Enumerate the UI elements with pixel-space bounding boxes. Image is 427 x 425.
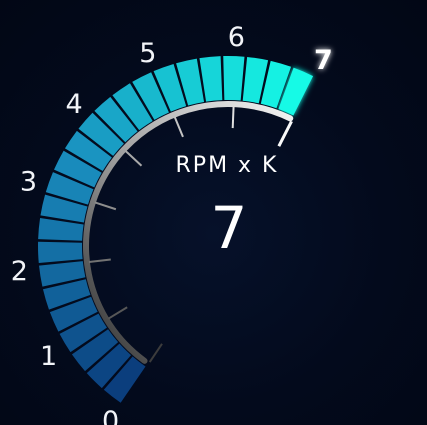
scale-labels: 0 1 2 3 4 5 6 7 bbox=[11, 22, 333, 425]
rpm-segment bbox=[45, 172, 94, 205]
scale-label: 7 bbox=[314, 45, 333, 76]
tick-mark bbox=[94, 201, 117, 211]
rpm-segment bbox=[38, 217, 84, 241]
scale-label: 3 bbox=[20, 167, 37, 198]
rpm-segment bbox=[49, 296, 98, 332]
rpm-segment bbox=[40, 194, 88, 223]
rpm-segment bbox=[278, 67, 314, 116]
scale-label: 2 bbox=[11, 256, 28, 287]
tick-mark bbox=[107, 306, 128, 320]
scale-label: 4 bbox=[65, 89, 82, 120]
rpm-segment bbox=[260, 60, 292, 109]
rpm-segment bbox=[153, 63, 187, 112]
rpm-value-readout: 7 bbox=[211, 194, 248, 262]
unit-label: RPM x K bbox=[176, 153, 279, 178]
rpm-segment bbox=[71, 329, 119, 372]
tick-mark bbox=[88, 258, 111, 264]
tick-mark bbox=[124, 150, 143, 167]
inner-arc bbox=[83, 101, 294, 364]
scale-label: 1 bbox=[40, 341, 57, 372]
rpm-segment bbox=[86, 343, 132, 389]
scale-label: 5 bbox=[139, 38, 156, 69]
tick-marks bbox=[88, 106, 293, 363]
rpm-segment bbox=[199, 56, 223, 102]
tick-mark bbox=[173, 116, 184, 138]
rpm-segment bbox=[223, 55, 245, 101]
rpm-segment bbox=[242, 56, 269, 104]
tick-mark bbox=[148, 343, 163, 363]
rpm-segment bbox=[42, 279, 91, 310]
rpm-segment bbox=[112, 83, 153, 131]
rpm-segment bbox=[176, 58, 205, 106]
rpm-segment bbox=[132, 72, 169, 120]
tick-mark bbox=[277, 120, 293, 147]
rpm-segment bbox=[38, 241, 83, 264]
scale-label: 0 bbox=[102, 406, 119, 425]
rpm-segment bbox=[78, 112, 124, 156]
rpm-segment bbox=[39, 261, 86, 287]
rpm-segment bbox=[94, 96, 138, 143]
tick-mark bbox=[231, 106, 235, 129]
rpm-segment bbox=[59, 313, 107, 353]
rpm-segment bbox=[103, 356, 146, 403]
rpm-segment bbox=[64, 130, 112, 172]
rpm-segment bbox=[54, 150, 102, 188]
rpm-segment-arc bbox=[38, 55, 314, 403]
scale-label: 6 bbox=[228, 22, 245, 53]
